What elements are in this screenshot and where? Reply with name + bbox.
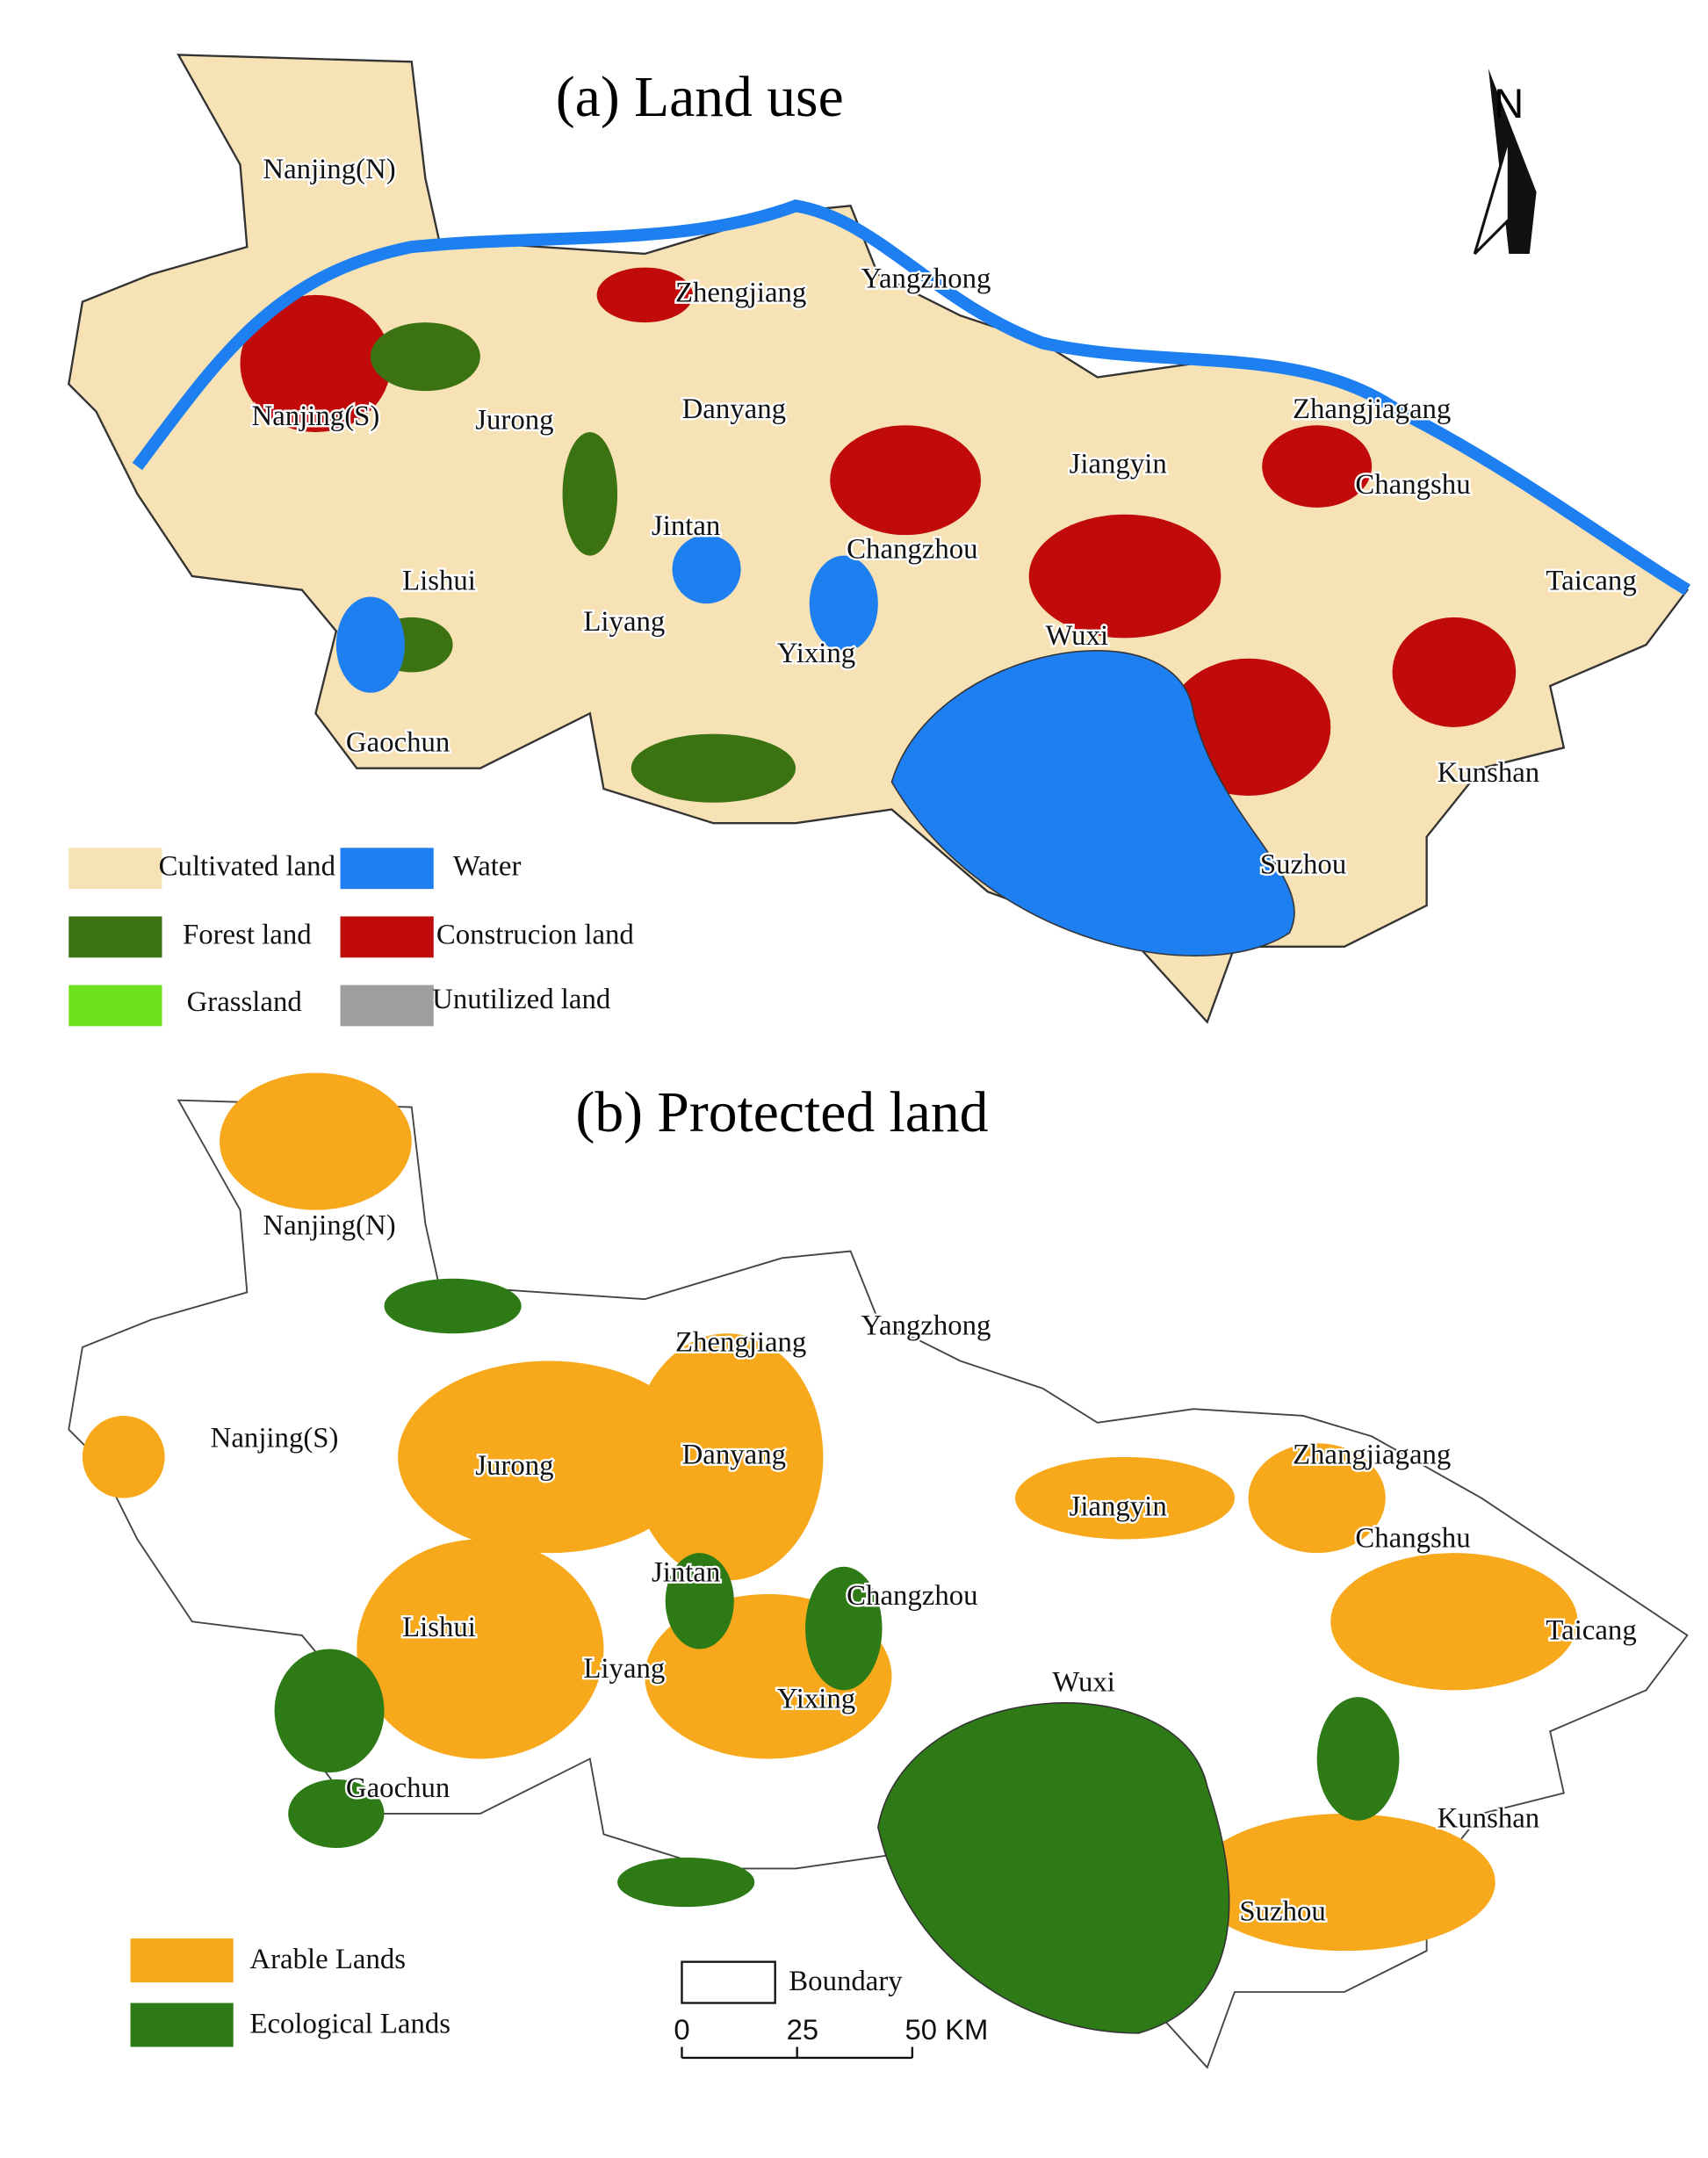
place-label: Nanjing(S) bbox=[211, 1423, 339, 1454]
scale-label: 50 KM bbox=[905, 2013, 989, 2046]
legend-label: Ecological Lands bbox=[249, 2009, 450, 2040]
boundary-swatch bbox=[681, 1960, 776, 2004]
arable-patch bbox=[1193, 1813, 1495, 1952]
arable-patch bbox=[631, 1333, 824, 1581]
water-body bbox=[809, 555, 878, 652]
place-label: Yangzhong bbox=[861, 1310, 991, 1342]
ecological-patch bbox=[617, 1857, 755, 1908]
place-label: Suzhou bbox=[1260, 849, 1346, 881]
place-label: Wuxi bbox=[1052, 1667, 1115, 1699]
legend-swatch bbox=[130, 2003, 234, 2047]
north-arrow bbox=[1473, 136, 1510, 256]
place-label: Danyang bbox=[682, 393, 786, 425]
urban-patch bbox=[596, 267, 693, 323]
legend-label: Cultivated land bbox=[159, 850, 335, 882]
ecological-patch bbox=[805, 1566, 883, 1691]
place-label: Zhengjiang bbox=[675, 1326, 806, 1358]
arable-patch bbox=[82, 1415, 165, 1498]
legend-swatch bbox=[340, 985, 434, 1027]
river bbox=[132, 199, 1691, 595]
place-label: Taicang bbox=[1546, 565, 1636, 596]
place-label: Changzhou bbox=[847, 1580, 977, 1612]
ecological-patch bbox=[384, 1278, 522, 1334]
place-label: Changshu bbox=[1355, 1523, 1470, 1555]
legend-label: Forest land bbox=[183, 919, 312, 950]
legend-swatch bbox=[68, 848, 162, 890]
legend-label: Arable Lands bbox=[249, 1944, 406, 1975]
place-label: Jurong bbox=[475, 1450, 553, 1482]
arable-patch bbox=[1330, 1553, 1578, 1691]
place-label: Yixing bbox=[777, 638, 855, 669]
legend-swatch bbox=[340, 848, 434, 890]
protected-land-map bbox=[68, 1072, 1689, 2068]
scale-label: 25 bbox=[787, 2013, 818, 2046]
place-label: Lishui bbox=[402, 565, 476, 596]
place-label: Nanjing(S) bbox=[252, 401, 380, 432]
urban-patch bbox=[240, 294, 392, 433]
place-label: Gaochun bbox=[346, 727, 450, 759]
place-label: Changzhou bbox=[847, 533, 977, 565]
ecological-patch bbox=[665, 1553, 734, 1649]
scale-bar bbox=[681, 2046, 914, 2060]
water-body bbox=[672, 535, 741, 604]
place-label: Zhangjiagang bbox=[1293, 1439, 1451, 1470]
north-arrow bbox=[1488, 69, 1537, 254]
place-label: Taicang bbox=[1546, 1614, 1636, 1646]
forest-patch bbox=[370, 322, 480, 392]
ecological-patch bbox=[274, 1649, 385, 1773]
place-label: Jintan bbox=[652, 1557, 720, 1589]
arable-patch bbox=[1248, 1443, 1386, 1554]
land-use-map bbox=[68, 54, 1691, 1023]
ecological-patch bbox=[288, 1779, 385, 1848]
arable-patch bbox=[357, 1539, 604, 1759]
place-label: Kunshan bbox=[1438, 1802, 1540, 1834]
place-label: Nanjing(N) bbox=[263, 1210, 395, 1242]
place-label: Jintan bbox=[652, 510, 720, 542]
place-label: Liyang bbox=[583, 606, 665, 638]
water-body bbox=[335, 596, 405, 693]
place-label: Kunshan bbox=[1438, 757, 1540, 789]
legend-swatch bbox=[130, 1938, 234, 1983]
forest-patch bbox=[562, 432, 618, 556]
legend-swatch bbox=[340, 916, 434, 958]
place-label: Danyang bbox=[682, 1439, 786, 1470]
legend-swatch bbox=[68, 916, 162, 958]
north-label: N bbox=[1494, 81, 1524, 126]
scale-label: 0 bbox=[674, 2013, 689, 2046]
legend-label: Grassland bbox=[187, 986, 302, 1018]
lake-tai bbox=[890, 650, 1295, 957]
legend-label: Unutilized land bbox=[432, 984, 610, 1015]
place-label: Jiangyin bbox=[1070, 1491, 1167, 1523]
lake-tai bbox=[877, 1702, 1230, 2034]
arable-patch bbox=[398, 1360, 700, 1554]
forest-patch bbox=[631, 733, 796, 803]
place-label: Jiangyin bbox=[1070, 449, 1167, 480]
place-label: Yangzhong bbox=[861, 263, 991, 295]
urban-patch bbox=[1392, 617, 1517, 727]
place-label: Zhangjiagang bbox=[1293, 393, 1451, 425]
place-label: Wuxi bbox=[1046, 620, 1109, 652]
urban-patch bbox=[830, 425, 981, 536]
legend-label: Construcion land bbox=[436, 919, 634, 950]
place-label: Yixing bbox=[777, 1683, 855, 1714]
ecological-patch bbox=[1316, 1697, 1400, 1821]
urban-patch bbox=[1262, 425, 1373, 508]
place-label: Gaochun bbox=[346, 1772, 450, 1804]
panel-title: (b) Protected land bbox=[576, 1081, 989, 1144]
legend-label: Boundary bbox=[789, 1966, 903, 1997]
legend-label: Water bbox=[453, 850, 522, 882]
place-label: Suzhou bbox=[1239, 1895, 1325, 1927]
legend-swatch bbox=[68, 985, 162, 1027]
place-label: Zhengjiang bbox=[675, 277, 806, 308]
urban-patch bbox=[1028, 514, 1222, 639]
arable-patch bbox=[1015, 1456, 1235, 1540]
place-label: Changshu bbox=[1355, 469, 1470, 501]
place-label: Nanjing(N) bbox=[263, 154, 395, 185]
place-label: Lishui bbox=[402, 1612, 476, 1643]
place-label: Liyang bbox=[583, 1653, 665, 1685]
arable-patch bbox=[220, 1072, 412, 1210]
place-label: Jurong bbox=[475, 405, 553, 437]
panel-title: (a) Land use bbox=[556, 66, 844, 129]
